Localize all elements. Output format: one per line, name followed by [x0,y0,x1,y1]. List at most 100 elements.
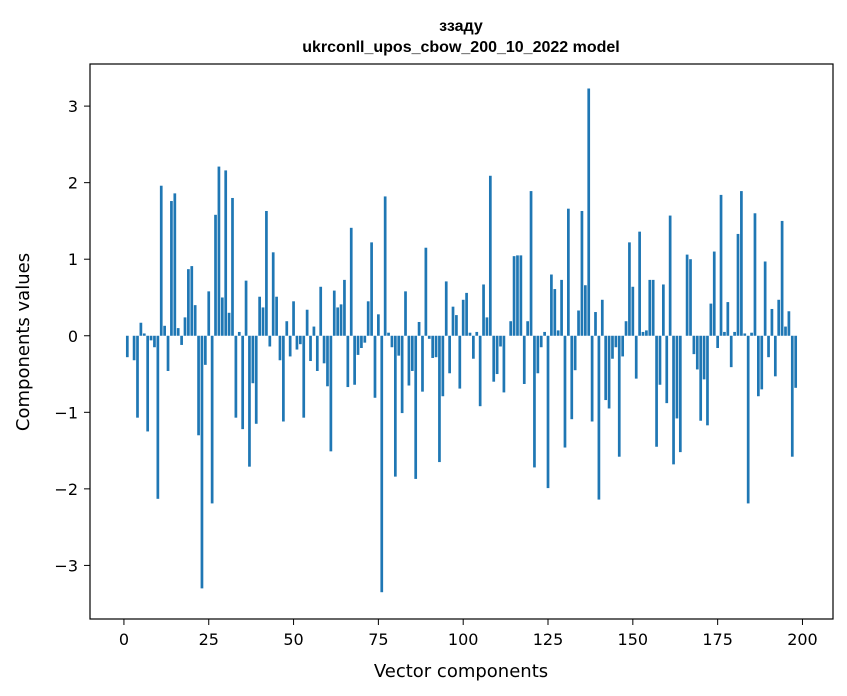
bar [271,252,275,336]
bar [163,325,166,336]
bar [516,255,519,336]
bar [315,335,319,371]
bar [787,311,791,336]
bar [675,335,679,419]
bar [706,335,709,426]
bar [322,335,326,364]
y-tick-label: 3 [68,97,78,116]
bar [156,335,160,499]
bar [645,330,648,336]
x-tick-label: 200 [787,630,818,649]
bar [343,279,346,336]
bar [621,335,625,357]
bar [546,335,550,489]
x-tick-label: 0 [119,630,129,649]
bar [451,306,455,336]
bar [295,335,299,350]
bar [628,242,631,336]
bar [495,335,499,375]
bar [244,280,248,336]
bar [217,166,221,336]
bar [763,261,767,336]
chart-title: ззаду [439,18,483,35]
bar [689,259,692,336]
bar [438,335,441,463]
bar [665,335,669,404]
bars-group [125,88,798,593]
bar [417,321,421,336]
bar [332,290,336,336]
bar [329,335,333,452]
bar [132,335,136,361]
bar [349,227,353,336]
bar [475,331,479,336]
bar [594,312,597,336]
bar [631,286,635,336]
bar [760,335,764,390]
bar [282,335,285,422]
bar [685,254,689,336]
bar [617,335,621,457]
bar [723,331,726,336]
bar [543,331,546,336]
bar [726,302,730,336]
bar [536,335,540,374]
bar [336,307,340,336]
bar [773,335,777,377]
bar [519,255,523,336]
bar [729,335,733,368]
bar [794,335,798,388]
bar [387,332,390,336]
bar [468,332,472,336]
bar [370,242,373,336]
bar [149,335,153,341]
bar [159,185,163,336]
bar [512,256,516,336]
bar [600,299,604,336]
bar [736,233,740,336]
bar [261,307,265,336]
bar [648,279,652,336]
bar [529,191,533,336]
bar [651,279,655,336]
bar [790,335,794,457]
x-tick-label: 75 [368,630,388,649]
bar [153,335,156,348]
bar [488,175,492,336]
y-tick-label: −1 [54,403,78,422]
bar [251,335,255,384]
bar [254,335,258,424]
bar [533,335,536,468]
chart-subtitle: ukrconll_upos_cbow_200_10_2022 model [302,39,619,56]
bar [767,335,770,358]
bar [360,335,363,349]
bar [363,335,367,343]
bar [444,281,448,336]
bar [312,326,316,336]
bar [638,231,641,336]
bar [577,310,580,336]
x-tick-label: 175 [702,630,733,649]
bar [607,335,611,409]
bar [397,335,401,356]
bar [448,335,451,374]
bar [366,301,370,336]
bar [563,335,567,448]
bar [441,335,445,397]
bar [187,269,190,336]
bar [241,335,245,430]
bar [377,314,380,336]
y-axis-label: Components values [13,253,34,431]
bar [288,335,292,357]
bar [356,335,360,355]
bar [170,201,173,336]
bar [309,335,312,362]
bar [709,303,713,336]
bar [275,296,278,336]
bar [200,335,204,589]
bar [611,335,614,359]
bar [455,315,458,336]
bar [319,286,323,336]
bar [472,335,475,359]
